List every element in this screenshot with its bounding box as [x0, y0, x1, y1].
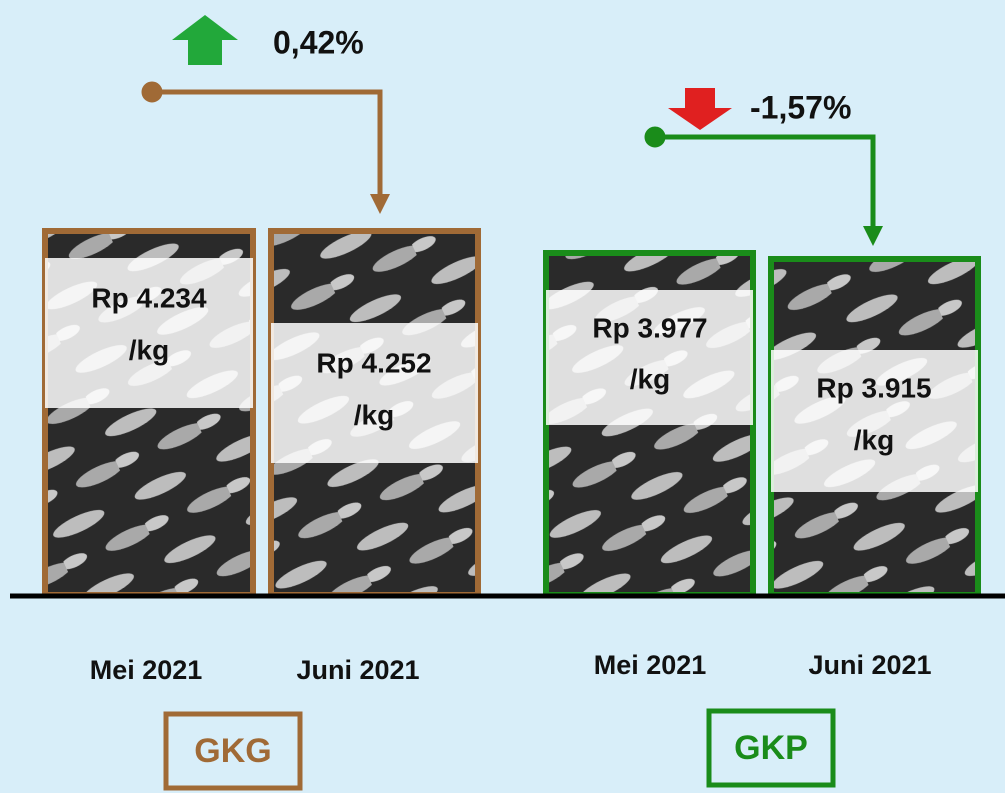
- month: Mei 2021: [594, 650, 707, 680]
- unit: /kg: [854, 424, 894, 455]
- label-panel: [45, 258, 253, 408]
- down-arrow: [668, 88, 732, 130]
- unit: /kg: [630, 363, 670, 394]
- month: Juni 2021: [296, 655, 419, 685]
- change: -1,57%: [750, 89, 851, 125]
- month: Mei 2021: [90, 655, 203, 685]
- change: 0,42%: [273, 24, 364, 60]
- label-panel: [271, 323, 478, 463]
- unit: /kg: [129, 334, 169, 365]
- price: Rp 4.234: [91, 282, 207, 313]
- price: Rp 3.915: [816, 372, 931, 403]
- unit: /kg: [354, 399, 394, 430]
- infographic: Rp 4.234 /kg Rp 4.252 /kg Rp 3.977 /kg R…: [0, 0, 1005, 793]
- price: Rp 4.252: [316, 347, 431, 378]
- label-panel: [546, 290, 753, 425]
- connector-gkp: [647, 129, 883, 246]
- category-label: GKP: [734, 729, 808, 767]
- up-arrow: [172, 15, 238, 65]
- price: Rp 3.977: [592, 312, 707, 343]
- label-panel: [771, 350, 978, 492]
- category-label: GKG: [194, 732, 271, 770]
- connector-gkg: [144, 84, 390, 214]
- month: Juni 2021: [808, 650, 931, 680]
